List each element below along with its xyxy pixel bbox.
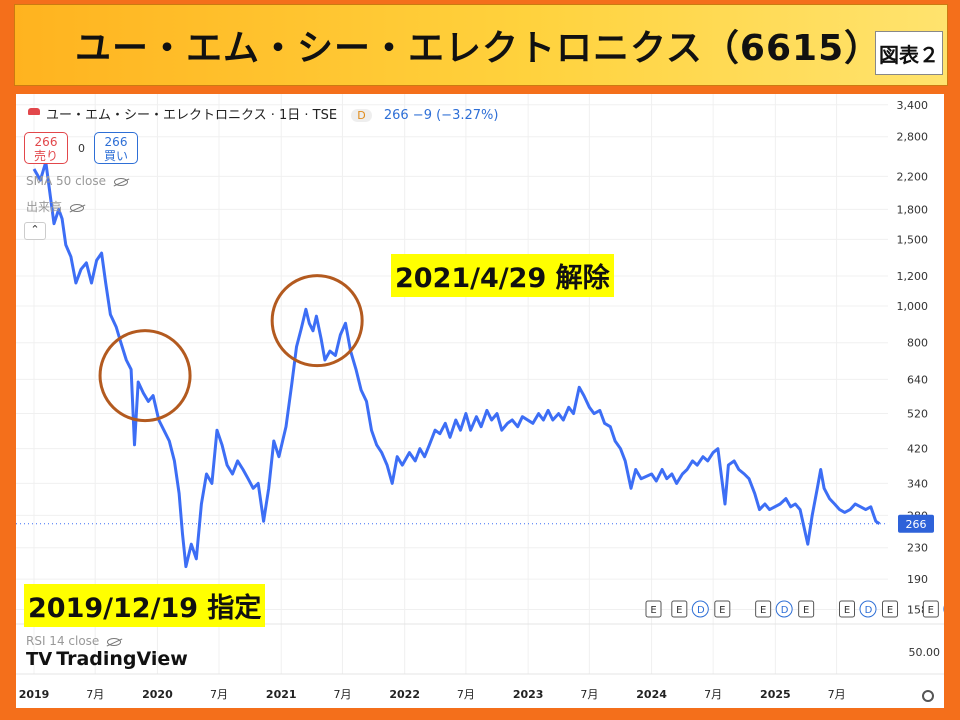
- rsi-label: RSI 14 close: [26, 634, 100, 648]
- y-tick-label: 2,200: [897, 170, 929, 183]
- earnings-marker: [755, 600, 772, 618]
- y-tick-label: 190: [907, 573, 928, 586]
- volume-label: 出来高: [26, 200, 63, 214]
- x-tick-label: 2023: [513, 688, 544, 701]
- dividend-marker: [859, 600, 877, 618]
- y-tick-label: 1,500: [897, 233, 929, 246]
- y-tick-label: 340: [907, 477, 928, 490]
- earnings-marker-label: E: [676, 605, 682, 616]
- y-tick-label: 158: [907, 603, 928, 616]
- x-tick-label: 7月: [86, 688, 104, 701]
- earnings-marker: [645, 600, 662, 618]
- x-tick-label: 7月: [333, 688, 351, 701]
- earnings-marker-label: E: [887, 605, 893, 616]
- sell-price: 266: [34, 135, 58, 149]
- tradingview-chart[interactable]: 3,400 2,800 2,200 1,800 1,500 1,200 1,000 800 64…: [16, 94, 944, 708]
- earnings-marker: [798, 600, 815, 618]
- d-badge: D: [351, 109, 372, 122]
- page-title: ユー・エム・シー・エレクトロニクス（6615）: [75, 28, 882, 69]
- y-tick-label: 520: [907, 408, 928, 421]
- y-tick-label: 1,200: [897, 270, 929, 283]
- price-chart-svg[interactable]: 3,400 2,800 2,200 1,800 1,500 1,200 1,000 800 64…: [16, 94, 944, 708]
- earnings-marker-label: E: [803, 605, 809, 616]
- x-tick-label: 2024: [636, 688, 667, 701]
- title-banner: ユー・エム・シー・エレクトロニクス（6615） 図表２: [14, 4, 948, 86]
- symbol-line: ユー・エム・シー・エレクトロニクス · 1日 · TSE: [46, 108, 338, 123]
- earnings-marker-label: E: [760, 605, 766, 616]
- rsi-axis-label: 50.00: [909, 646, 941, 659]
- price-line-series: [32, 160, 881, 569]
- earnings-marker-label: E: [719, 605, 725, 616]
- y-tick-label: 420: [907, 443, 928, 456]
- buy-price: 266: [104, 135, 128, 149]
- y-tick-label: 1,800: [897, 203, 929, 216]
- tradingview-logo-icon: TV: [26, 649, 53, 670]
- buy-button[interactable]: 266 買い: [94, 132, 138, 164]
- sma-indicator[interactable]: SMA 50 close: [26, 174, 128, 188]
- figure-label: 図表２: [875, 31, 943, 75]
- last-price-label: 266: [906, 518, 927, 531]
- earnings-marker: [839, 600, 855, 618]
- highlight-circle: [98, 329, 192, 423]
- collapse-indicators-button[interactable]: ⌃: [24, 222, 46, 240]
- annotation-designated: 2019/12/19 指定: [24, 584, 266, 627]
- price-change: 266 −9 (−3.27%): [383, 108, 499, 123]
- sma-label: SMA 50 close: [26, 174, 106, 188]
- earnings-marker-label: D: [781, 605, 789, 616]
- y-tick-label: 1,000: [897, 300, 929, 313]
- spread-value: 0: [78, 142, 85, 155]
- earnings-marker-label: E: [928, 605, 934, 616]
- earnings-marker-label: E: [650, 605, 656, 616]
- earnings-marker-label: E: [844, 605, 850, 616]
- sell-button[interactable]: 266 売り: [24, 132, 68, 164]
- logo-text: TradingView: [56, 648, 188, 670]
- earnings-marker: [671, 600, 688, 618]
- flag-icon: [28, 108, 40, 115]
- x-tick-label: 7月: [457, 688, 475, 701]
- y-tick-label: 3,400: [897, 99, 929, 112]
- last-price-tag: [898, 514, 934, 533]
- dividend-marker: [691, 600, 709, 618]
- settings-gear-icon[interactable]: [922, 690, 934, 702]
- x-tick-label: 2021: [266, 688, 297, 701]
- y-tick-label: 640: [907, 373, 928, 386]
- eye-hidden-icon[interactable]: [114, 177, 128, 186]
- symbol-header: ユー・エム・シー・エレクトロニクス · 1日 · TSE D 266 −9 (−…: [26, 104, 498, 123]
- earnings-marker: [922, 600, 939, 618]
- buy-label: 買い: [103, 149, 128, 163]
- x-tick-label: 2020: [142, 688, 173, 701]
- x-tick-label: 7月: [704, 688, 722, 701]
- eye-hidden-icon[interactable]: [70, 203, 85, 212]
- highlight-circle: [270, 274, 364, 368]
- sell-label: 売り: [33, 149, 58, 163]
- volume-indicator[interactable]: 出来高: [26, 198, 85, 215]
- eye-hidden-icon[interactable]: [107, 637, 122, 646]
- earnings-marker: [882, 600, 898, 618]
- y-tick-label: 230: [907, 542, 928, 555]
- y-tick-label: 2,800: [897, 131, 929, 144]
- earnings-marker-label: D: [697, 605, 705, 616]
- earnings-marker-label: D: [865, 605, 873, 616]
- x-tick-label: 2025: [760, 688, 791, 701]
- tradingview-logo[interactable]: TV TradingView: [26, 648, 188, 670]
- x-tick-label: 2019: [19, 688, 50, 701]
- x-tick-label: 7月: [828, 688, 846, 701]
- y-tick-label: 800: [907, 337, 928, 350]
- earnings-marker: [714, 600, 731, 618]
- x-tick-label: 7月: [580, 688, 598, 701]
- rsi-indicator[interactable]: RSI 14 close: [26, 634, 122, 648]
- x-tick-label: 2022: [389, 688, 420, 701]
- dividend-marker: [775, 600, 793, 618]
- x-tick-label: 7月: [210, 688, 228, 701]
- annotation-released: 2021/4/29 解除: [391, 254, 614, 297]
